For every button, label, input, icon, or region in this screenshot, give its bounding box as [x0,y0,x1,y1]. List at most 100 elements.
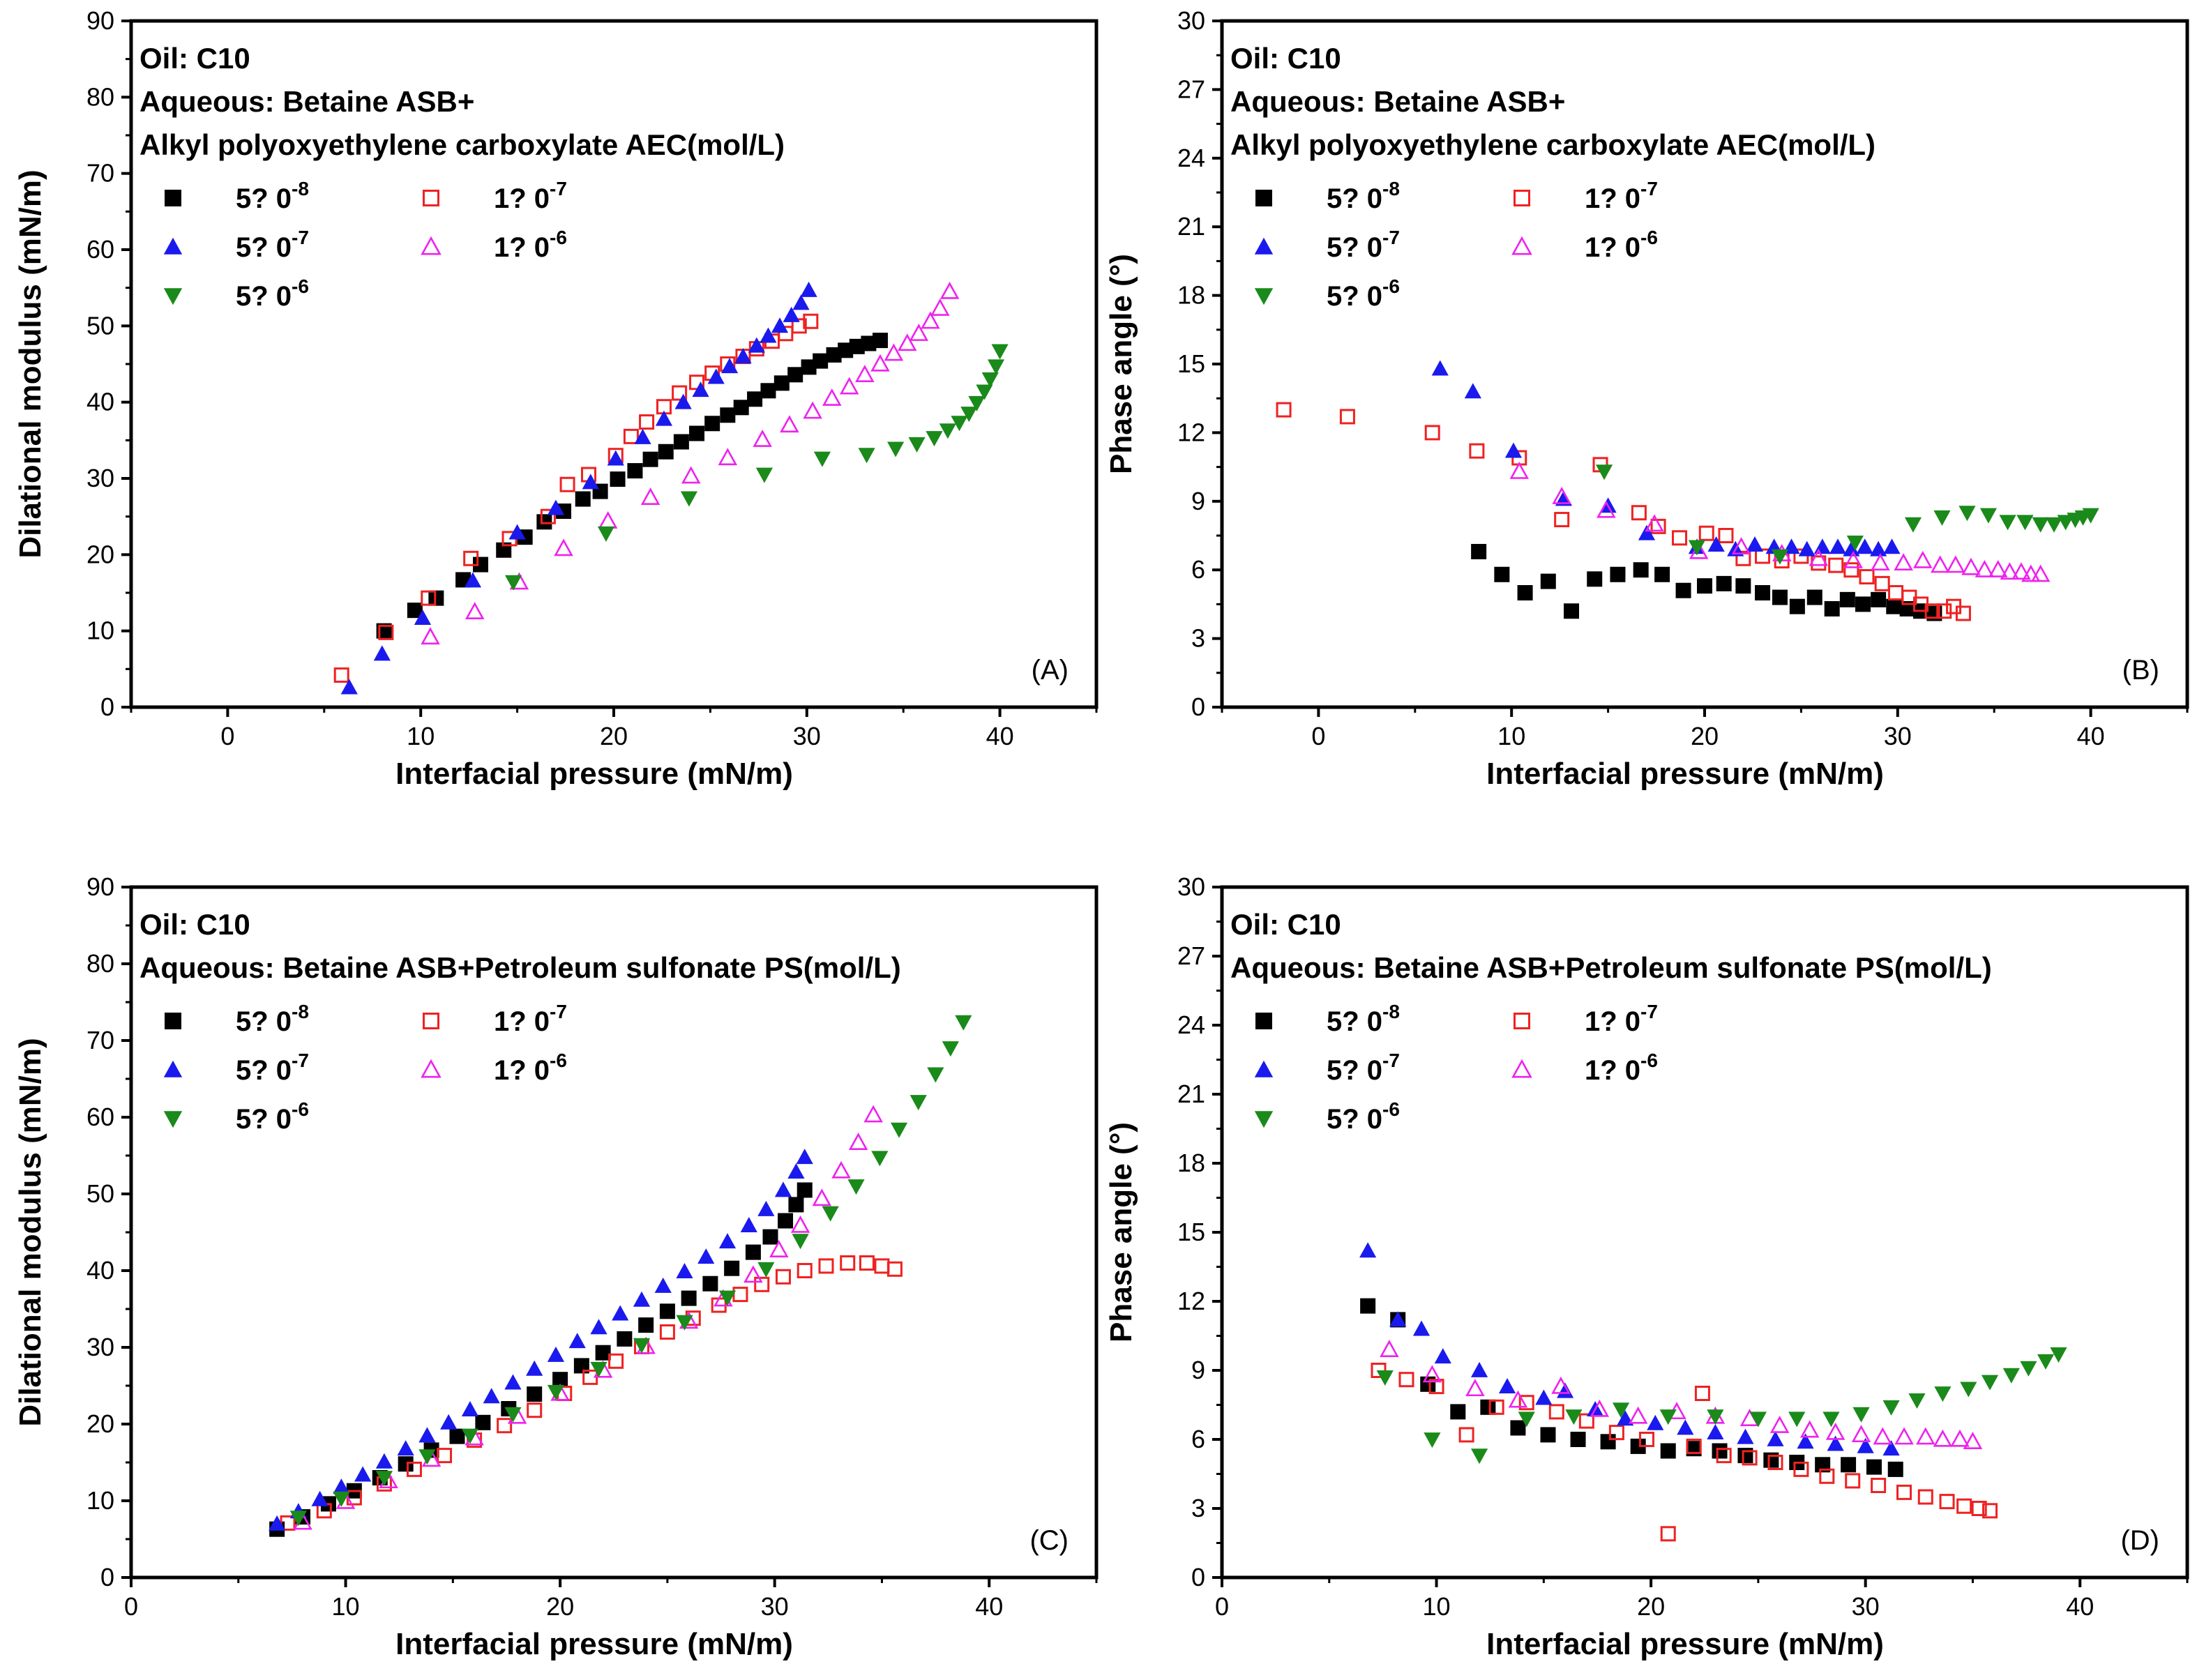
data-point [437,1448,453,1464]
data-point [840,1255,856,1271]
annotation-text: Oil: C10 [1230,908,1341,941]
series-2 [1431,360,1901,557]
legend-label-base: 5? 0 [236,1006,292,1037]
legend-label-exponent: -7 [1382,227,1400,248]
x-tick-label: 0 [1311,722,1325,750]
data-point [987,359,1005,375]
data-point [1882,1440,1900,1456]
data-point [414,609,432,625]
data-point [1894,553,1913,571]
data-point [1551,1376,1571,1394]
legend-marker [163,288,183,305]
data-point [704,416,720,432]
data-point [461,1428,479,1444]
x-tick-label: 30 [761,1592,789,1621]
data-point [1871,553,1890,571]
data-point [745,1244,761,1260]
data-point [872,333,888,349]
data-point [1917,1489,1933,1505]
data-point [838,342,854,358]
data-point [1659,1409,1677,1425]
x-tick-label: 30 [793,722,821,750]
data-point [406,1461,422,1477]
data-point [871,1151,889,1167]
data-point [702,1276,718,1292]
data-point [559,476,575,492]
data-point [1888,585,1904,600]
legend-label-exponent: -8 [292,178,309,199]
data-point [449,1428,465,1444]
data-point [1769,1415,1790,1433]
y-axis-label: Dilational modulus (mN/m) [13,1038,47,1426]
data-point [1936,603,1952,619]
y-tick-label: 70 [86,1026,114,1054]
y-tick-label: 80 [86,949,114,978]
series-2 [269,1149,813,1531]
data-point [1873,1427,1893,1445]
data-point [939,423,956,439]
data-point [1554,512,1570,528]
x-axis-label: Interfacial pressure (mN/m) [395,1627,793,1661]
data-point [634,428,651,444]
data-point [597,526,615,542]
data-point [672,385,688,401]
series-1 [1276,402,1971,621]
y-tick-label: 60 [86,1103,114,1131]
data-point [1767,1430,1784,1446]
data-point [748,337,765,353]
data-point [638,1317,654,1333]
data-point [2037,1354,2055,1370]
data-point [590,1319,607,1335]
data-point [1857,1437,1874,1453]
legend-marker [1511,1059,1532,1078]
data-point [1767,1455,1783,1470]
data-point [848,1133,868,1150]
y-tick-label: 20 [86,1409,114,1438]
legend-label: 1? 0-6 [494,1050,567,1086]
data-point [955,1015,972,1031]
legend-entry: 1? 0-6 [1511,227,1658,263]
data-point [847,1179,865,1195]
data-point [1698,525,1714,541]
data-point [1971,1501,1987,1516]
series-0 [376,333,888,639]
y-axis-label: Dilational modulus (mN/m) [13,169,47,558]
data-point [1686,1438,1702,1454]
data-point [311,1490,329,1506]
legend-label-base: 5? 0 [1327,1006,1382,1037]
data-point [1828,557,1844,573]
legend-label-exponent: -6 [1382,275,1400,297]
data-point [375,1453,393,1469]
data-point [582,474,599,490]
data-point [1504,442,1523,458]
y-tick-label: 15 [1177,349,1205,378]
data-point [674,393,692,409]
data-point [1771,549,1789,565]
data-point [1552,487,1571,504]
panel-c: 0 10 20 30 40 0 10 20 30 40 50 60 70 80 90 Interfacial … [13,872,1099,1661]
legend-marker [163,1111,183,1128]
data-point [680,491,698,507]
data-point [440,1414,458,1430]
y-tick-label: 24 [1177,144,1205,172]
data-point [617,1331,633,1347]
y-tick-label: 21 [1177,212,1205,241]
data-point [976,384,993,400]
data-point [1597,500,1616,518]
data-point [642,451,658,467]
data-point [497,1418,513,1434]
x-tick-label: 20 [600,722,628,750]
data-point [659,1303,675,1319]
data-point [803,313,819,329]
annotation-text: Alkyl polyoxyethylene carboxylate AEC(mo… [1230,128,1875,161]
data-point [2021,564,2041,582]
data-point [1508,1390,1528,1408]
data-point [1961,557,1981,575]
data-point [1843,550,1863,568]
data-point [1930,555,1950,573]
data-point [720,358,739,374]
y-tick-label: 12 [1177,1287,1205,1315]
data-point [627,463,643,479]
data-point [1590,1399,1610,1417]
data-point [1955,605,1971,621]
